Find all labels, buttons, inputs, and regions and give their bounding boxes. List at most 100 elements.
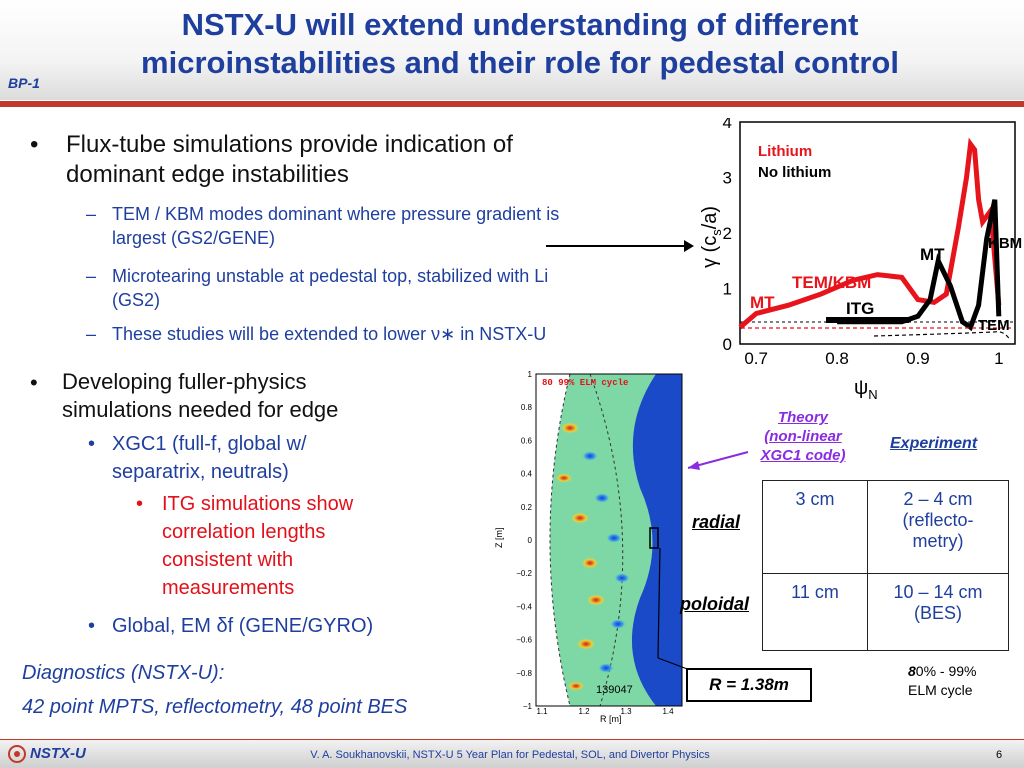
fluctuation-blob <box>598 663 614 673</box>
label-tem: TEM <box>978 317 1010 334</box>
fluctuation-blob <box>576 638 596 650</box>
bullet-line: dominant edge instabilities <box>66 161 349 188</box>
z-tick-label: −0.2 <box>516 569 532 578</box>
footer-citation: V. A. Soukhanovskii, NSTX-U 5 Year Plan … <box>310 749 710 761</box>
page-number: 6 <box>996 749 1003 761</box>
pointer-lines <box>657 451 749 671</box>
cell-line: (reflecto- <box>902 510 974 530</box>
core-region <box>536 374 570 706</box>
theory-line: XGC1 code) <box>760 447 846 464</box>
sub-bullet-xgc1: XGC1 (full-f, global w/ separatrix, neut… <box>112 430 492 486</box>
bullet-fuller-physics: Developing fuller-physics simulations ne… <box>62 368 492 424</box>
fluctuation-blob <box>555 473 573 483</box>
subsub-line: ITG simulations show <box>162 493 354 515</box>
subsub-dot: • <box>136 493 144 515</box>
nstx-logo-icon <box>8 745 26 763</box>
diagnostics-block: Diagnostics (NSTX-U): 42 point MPTS, ref… <box>22 656 407 724</box>
y-tick-label: 4 <box>723 118 732 132</box>
x-axis-label: ψN <box>854 377 878 400</box>
cell-line: metry) <box>912 531 964 551</box>
fluctuation-blob <box>560 422 580 434</box>
sub-bullet-tem-kbm: TEM / KBM modes dominant where pressure … <box>112 202 692 250</box>
elm-rest: 0% - 99% <box>915 663 977 679</box>
fluctuation-blob <box>614 573 630 583</box>
footer-logo-text: NSTX-U <box>30 745 86 762</box>
separatrix <box>589 373 624 707</box>
label-mt-left: MT <box>750 293 775 312</box>
z-tick-label: 0.8 <box>521 403 533 412</box>
table-cell-theory-poloidal: 11 cm <box>762 573 868 651</box>
sub-line: TEM / KBM modes dominant where pressure … <box>112 204 560 224</box>
table-cell-exp-poloidal: 10 – 14 cm (BES) <box>867 573 1009 651</box>
sub-dash: – <box>86 204 97 224</box>
subsub-bullet-itg: ITG simulations show correlation lengths… <box>162 490 482 602</box>
fluctuation-blob <box>581 557 599 569</box>
fluctuation-blob <box>610 619 626 629</box>
theory-line: (non-linear <box>764 428 842 445</box>
legend-no-lithium: No lithium <box>758 164 831 181</box>
fluctuation-blob <box>594 493 610 503</box>
x-tick-label: 0.7 <box>744 349 768 368</box>
elm-line-1: 80% - 99% <box>908 662 977 681</box>
fluctuation-blob <box>582 451 598 461</box>
fluctuation-blob <box>586 594 606 606</box>
sub-line: These studies will be extended to lower … <box>112 324 547 344</box>
r-pointer-tail <box>657 657 691 671</box>
r-tick-label: 1.4 <box>662 707 674 716</box>
r-tick-label: 1.1 <box>536 707 548 716</box>
legend-lithium: Lithium <box>758 143 812 160</box>
shot-number: 139047 <box>596 684 633 696</box>
bullet-line: Flux-tube simulations provide indication… <box>66 131 513 158</box>
correlation-length-table: 3 cm 2 – 4 cm (reflecto- metry) 11 cm 10… <box>762 480 1009 651</box>
y-axis-label: Z [m] <box>494 528 504 549</box>
x-axis-label: R [m] <box>600 714 622 724</box>
z-tick-label: −0.4 <box>516 602 532 611</box>
fluctuation-blob <box>606 533 622 543</box>
plot-frame <box>535 373 683 707</box>
sub-line: XGC1 (full-f, global w/ <box>112 433 307 455</box>
label-itg: ITG <box>846 299 874 318</box>
flux-surface <box>549 373 571 707</box>
theory-arrow-icon <box>688 461 700 470</box>
bullet-flux-tube: Flux-tube simulations provide indication… <box>66 130 686 190</box>
header-divider <box>0 101 1024 107</box>
measurement-box <box>649 527 659 549</box>
sub-dot: • <box>88 615 96 637</box>
z-tick-label: 0 <box>528 536 533 545</box>
growth-rate-plot: 0.7 0.8 0.9 1 0 1 2 3 4 Lithium No lithium MT TE… <box>699 118 1022 400</box>
tem-dashed-black <box>873 331 1011 341</box>
slide-footer <box>0 740 1024 768</box>
elm-overlay-text: 80 99% ELM cycle <box>542 378 628 388</box>
slide-title: NSTX-U will extend understanding of diff… <box>70 6 970 82</box>
fluctuation-blob <box>567 681 585 691</box>
experiment-label: Experiment <box>890 435 978 452</box>
label-tem-kbm: TEM/KBM <box>792 273 871 292</box>
title-line-1: NSTX-U will extend understanding of diff… <box>181 7 859 42</box>
y-tick-label: 1 <box>723 280 732 299</box>
bullet-line: simulations needed for edge <box>62 397 339 422</box>
subsub-line: consistent with <box>162 549 294 571</box>
elm-cycle-note: 80% - 99% ELM cycle <box>908 662 977 700</box>
elm-line-2: ELM cycle <box>908 682 973 698</box>
theory-line: Theory <box>777 409 828 426</box>
table-cell-exp-radial: 2 – 4 cm (reflecto- metry) <box>867 480 1009 574</box>
elm-bold-digit: 8 <box>908 663 916 679</box>
theory-label: Theory (non-linear XGC1 code) <box>738 408 868 465</box>
series-lithium-line <box>738 137 1002 330</box>
subsub-line: measurements <box>162 577 295 599</box>
slide-header <box>0 0 1024 100</box>
sub-dash: – <box>86 266 97 286</box>
diagnostics-line: Diagnostics (NSTX-U): <box>22 662 225 684</box>
sub-bullet-microtearing: Microtearing unstable at pedestal top, s… <box>112 264 692 312</box>
label-mt-right: MT <box>920 245 945 264</box>
bullet-line: Developing fuller-physics <box>62 369 307 394</box>
diagnostics-line: 42 point MPTS, reflectometry, 48 point B… <box>22 696 408 718</box>
label-kbm: KBM <box>988 235 1022 252</box>
z-tick-label: −1 <box>523 702 533 711</box>
z-tick-label: 0.4 <box>521 470 533 479</box>
z-tick-label: 0.6 <box>521 436 533 445</box>
sub-line: (GS2) <box>112 290 161 310</box>
x-tick-label: 0.8 <box>825 349 849 368</box>
z-tick-label: −0.8 <box>516 669 532 678</box>
sub-line: separatrix, neutrals) <box>112 461 289 483</box>
